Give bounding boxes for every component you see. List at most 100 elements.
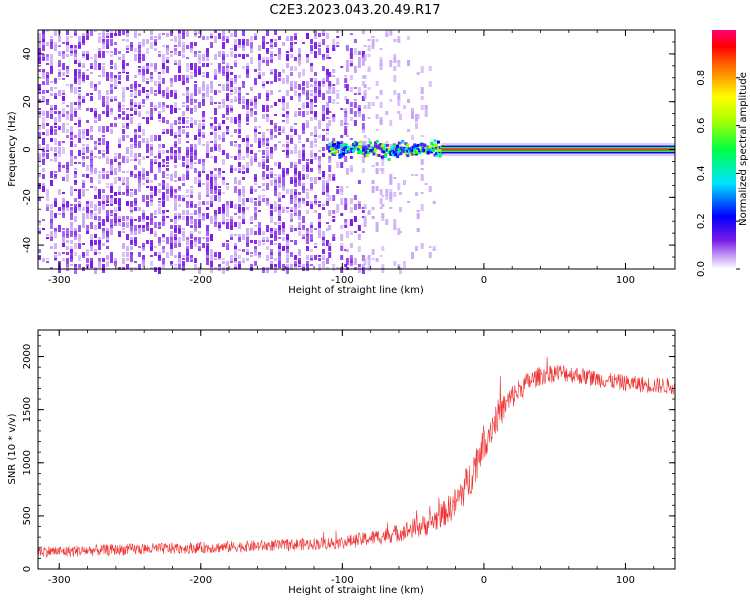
spectrogram-cell: [250, 198, 253, 203]
spectrogram-cell: [170, 90, 173, 97]
spectrogram-cell: [361, 81, 365, 86]
spectrogram-cell: [274, 207, 277, 212]
spectrogram-cell: [190, 204, 193, 208]
spectrogram-cell: [393, 261, 397, 266]
spectrogram-cell: [166, 45, 169, 50]
spectrogram-cell: [46, 261, 49, 263]
spectrogram-cell: [106, 108, 109, 111]
spectrogram-cell: [134, 135, 137, 142]
spectrogram-cell: [186, 96, 189, 103]
spectrogram-cell: [314, 78, 317, 81]
spectrogram-cell: [202, 165, 205, 171]
spectrogram-cell: [286, 63, 289, 68]
spectrogram-cell: [306, 174, 309, 179]
spectrogram-cell: [210, 84, 213, 88]
spectrogram-cell: [381, 204, 385, 207]
spectrogram-cell: [186, 120, 189, 124]
spectrogram-cell: [328, 84, 332, 89]
spectrogram-cell: [345, 168, 349, 175]
spectrogram-cell: [194, 33, 197, 35]
spectrogram-cell: [344, 78, 348, 83]
spectrogram-cell: [407, 99, 410, 103]
spectrogram-cell: [174, 102, 177, 109]
spectrogram-cell: [430, 141, 434, 145]
spectrogram-cell: [130, 255, 133, 262]
spectrogram-cell: [50, 93, 53, 96]
spectrogram-cell: [182, 30, 185, 34]
spectrogram-cell: [74, 108, 77, 113]
spectrogram-cell: [415, 123, 418, 129]
spectrogram-cell: [154, 156, 157, 158]
spectrogram-cell: [218, 69, 221, 74]
spectrogram-cell: [122, 216, 125, 221]
spectrogram-cell: [190, 243, 193, 249]
snr-frame: [37, 329, 676, 570]
spectrogram-cell: [78, 45, 81, 48]
spectrogram-cell: [122, 54, 125, 61]
spectrogram-cell: [110, 78, 113, 82]
spectrogram-cell: [258, 69, 261, 71]
spectrogram-cell: [222, 159, 225, 165]
spectrogram-cell: [202, 75, 205, 77]
spectrogram-cell: [282, 264, 285, 267]
spectrogram-cell: [162, 237, 165, 239]
spectrogram-cell: [182, 48, 185, 53]
spectrogram-cell: [106, 183, 109, 185]
spectrogram-cell: [82, 180, 85, 184]
spectrogram-cell: [222, 60, 225, 62]
spectrogram-cell: [363, 135, 367, 138]
spectrogram-cell: [66, 66, 69, 71]
spectrogram-cell: [393, 192, 397, 197]
spectrogram-cell: [242, 207, 245, 211]
spectrogram-cell: [182, 129, 185, 134]
spectrogram-cell: [328, 72, 332, 77]
spectrogram-cell: [54, 258, 57, 260]
spectrogram-cell: [198, 102, 201, 108]
spectrogram-cell: [78, 90, 81, 92]
spectrogram-cell: [138, 153, 141, 157]
spectrogram-cell: [178, 243, 181, 247]
spectrogram-cell: [198, 177, 201, 180]
spectrogram-cell: [214, 147, 217, 150]
spectrogram-cell: [106, 90, 109, 95]
spectrogram-cell: [266, 144, 269, 146]
spectrogram-cell: [98, 141, 101, 143]
spectrogram-cell: [146, 186, 149, 188]
spectrogram-cell: [326, 117, 329, 119]
spectrogram-cell: [266, 174, 269, 179]
spectrogram-cell: [278, 261, 281, 268]
spectrogram-cell: [282, 210, 285, 213]
spectrogram-cell: [190, 93, 193, 100]
spectrogram-cell: [314, 117, 317, 120]
spectrogram-cell: [54, 243, 57, 246]
spectrogram-cell: [314, 72, 317, 76]
spectrogram-x-label: Height of straight line (km): [288, 285, 424, 296]
spectrogram-cell: [118, 222, 121, 226]
spectrogram-cell: [130, 138, 133, 142]
spectrogram-cell: [70, 141, 73, 147]
snr-x-tick-label: 0: [481, 575, 487, 586]
spectrogram-cell: [178, 177, 181, 181]
spectrogram-cell: [158, 120, 161, 122]
spectrogram-cell: [90, 72, 93, 74]
spectrogram-cell: [182, 120, 185, 122]
colorbar-tick-label: 0.0: [696, 261, 707, 277]
colorbar-tick-label: 0.2: [696, 213, 707, 229]
spectrogram-cell: [178, 237, 181, 243]
spectrogram-cell: [174, 195, 177, 199]
spectrogram-cell: [262, 84, 265, 86]
spectrogram-cell: [318, 84, 321, 87]
spectrogram-cell: [190, 153, 193, 156]
spectrogram-cell: [242, 195, 245, 197]
spectrogram-cell: [379, 66, 383, 70]
spectrogram-cell: [90, 264, 93, 268]
spectrogram-cell: [298, 111, 301, 116]
spectrogram-cell: [38, 57, 41, 64]
spectrogram-cell: [361, 129, 365, 133]
spectrogram-cell: [353, 48, 357, 55]
spectrogram-cell: [170, 39, 173, 41]
spectrogram-cell: [162, 249, 165, 253]
spectrogram-cell: [98, 216, 101, 221]
spectrogram-cell: [242, 234, 245, 240]
spectrogram-cell: [353, 204, 357, 210]
